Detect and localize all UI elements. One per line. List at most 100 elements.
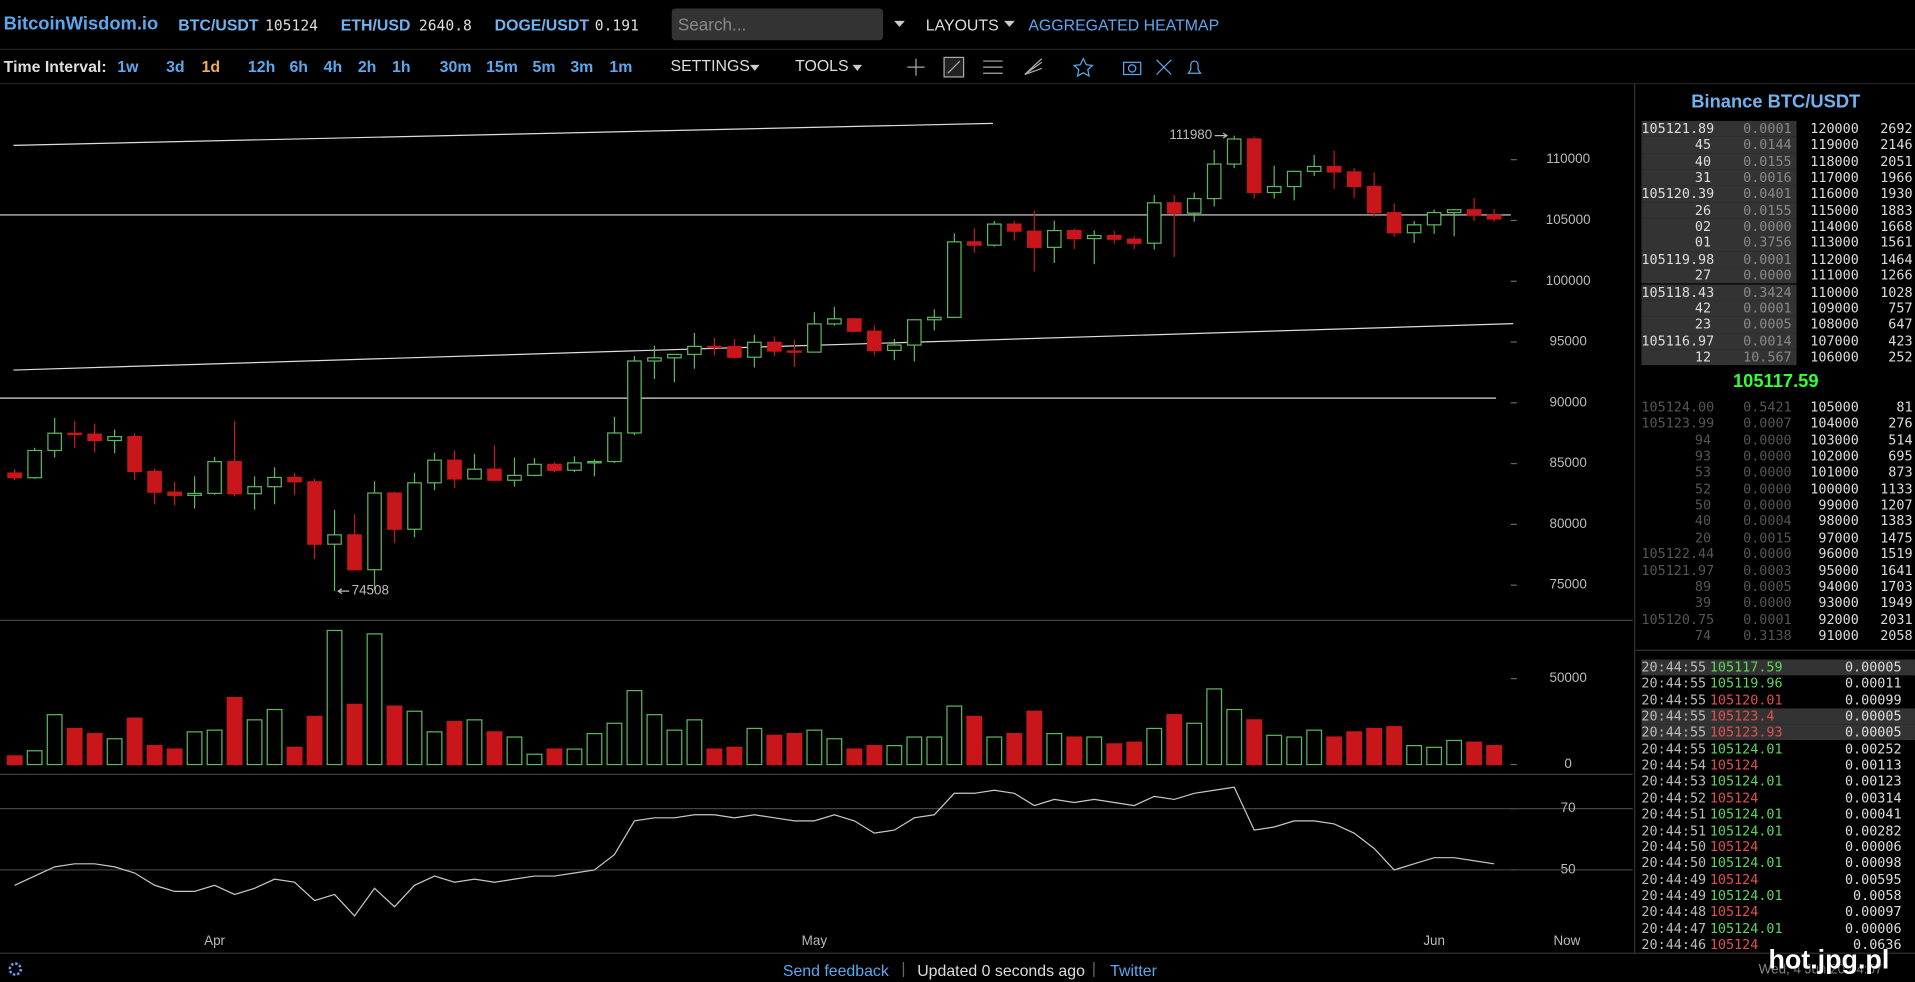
interval-button[interactable]: 3m (570, 57, 594, 76)
settings-menu[interactable]: SETTINGS (670, 56, 750, 75)
x-tick-label: Apr (204, 933, 225, 948)
interval-button[interactable]: 1d (201, 57, 221, 76)
trade-amount: 0.00595 (1844, 871, 1902, 888)
interval-button[interactable]: 15m (486, 57, 518, 76)
trade-amount: 0.00005 (1844, 708, 1902, 725)
row-bg (1641, 724, 1915, 741)
trade-price: 105124.01 (1709, 920, 1783, 937)
volume-bar (1026, 710, 1043, 766)
candle-body (67, 432, 82, 436)
book-level: 1949 (1880, 595, 1913, 611)
book-level: 92000 (1818, 611, 1859, 628)
interval-button[interactable]: 1m (609, 57, 633, 76)
candle-body (707, 345, 722, 349)
candle-body (667, 353, 682, 359)
volume-bar (1126, 741, 1143, 766)
book-price-amount: 0.0015 (1743, 529, 1792, 546)
book-level: 111000 (1810, 267, 1859, 284)
volume-bar (246, 719, 263, 766)
book-price-amount: 0.0014 (1743, 332, 1792, 349)
trade-amount: 0.00123 (1844, 773, 1902, 790)
ticker-symbol[interactable]: DOGE/USDT (494, 15, 590, 35)
trend-line (13, 323, 1514, 371)
dropdown-arrow[interactable] (893, 20, 906, 28)
y-tick-label: 50 (1561, 861, 1576, 876)
candle-body (727, 345, 742, 358)
volume-bar (566, 748, 583, 766)
dropdown-arrow[interactable] (1003, 20, 1016, 28)
ticker-symbol[interactable]: ETH/USD (340, 15, 411, 35)
volume-bar (1286, 736, 1303, 766)
book-level: 2146 (1880, 137, 1913, 154)
book-price-amount: 105122.44 (1641, 546, 1715, 562)
search-placeholder: Search... (677, 14, 747, 35)
search-box[interactable]: Search... (671, 8, 883, 41)
trade-price: 105124.01 (1709, 741, 1783, 757)
book-price-amount: 0.0155 (1743, 153, 1792, 170)
book-level: 1883 (1880, 202, 1913, 219)
book-price-amount: 0.3424 (1743, 283, 1792, 300)
settings-icon[interactable] (7, 961, 23, 977)
candle-body (1026, 230, 1042, 248)
interval-button[interactable]: 6h (289, 57, 308, 76)
book-price-amount: 105119.98 (1641, 251, 1715, 268)
book-price-amount: 93 (1694, 448, 1712, 465)
interval-button[interactable]: 3d (166, 57, 185, 76)
volume-bar (1166, 714, 1183, 766)
rsi-line (14, 786, 1495, 917)
interval-button[interactable]: 12h (247, 57, 276, 76)
book-level: 110000 (1810, 283, 1859, 300)
trade-time: 20:44:55 (1641, 741, 1707, 757)
book-price-amount: 0.0001 (1743, 300, 1792, 317)
candle-body (1206, 163, 1222, 200)
candle-body (587, 460, 602, 464)
trade-amount: 0.00098 (1844, 855, 1902, 872)
candle-body (187, 492, 202, 496)
ticker-symbol[interactable]: BTC/USDT (178, 15, 259, 35)
twitter-link[interactable]: Twitter (1110, 961, 1157, 980)
interval-button[interactable]: 5m (532, 57, 556, 76)
interval-button[interactable]: 30m (439, 57, 472, 76)
book-price-amount: 0.0005 (1743, 578, 1792, 595)
candle-body (1166, 202, 1182, 214)
interval-button[interactable]: 1h (392, 57, 411, 76)
interval-button[interactable]: 2h (357, 57, 377, 76)
book-price-amount: 0.0000 (1743, 218, 1792, 235)
book-level: 252 (1888, 349, 1913, 366)
footer: Send feedback | Updated 0 seconds ago | … (0, 944, 1915, 982)
volume-bar (1146, 727, 1163, 766)
layouts-menu[interactable]: LAYOUTS (925, 15, 999, 35)
feedback-link[interactable]: Send feedback (782, 961, 889, 980)
volume-bar (1246, 719, 1263, 766)
tool-icons[interactable] (898, 55, 1216, 79)
candle-body (87, 433, 102, 442)
heatmap-link[interactable]: AGGREGATED HEATMAP (1028, 15, 1220, 35)
trade-amount: 0.00011 (1844, 675, 1902, 692)
book-price-amount: 50 (1694, 497, 1712, 514)
volume-bar (1426, 746, 1443, 766)
interval-button[interactable]: 4h (323, 57, 343, 76)
book-level: 94000 (1818, 578, 1859, 595)
trade-price: 105123.4 (1709, 708, 1775, 725)
logo[interactable]: BitcoinWisdom.io (3, 13, 159, 35)
book-price-amount: 0.0016 (1743, 169, 1792, 186)
volume-bar (986, 736, 1003, 766)
interval-button[interactable]: 1w (117, 57, 139, 76)
candle-body (1146, 202, 1162, 244)
book-level: 113000 (1810, 235, 1859, 251)
book-price-amount: 0.3756 (1743, 235, 1792, 251)
trade-amount: 0.00314 (1844, 789, 1902, 806)
volume-bar (1326, 736, 1343, 766)
candle-body (847, 318, 862, 332)
volume-bar (426, 731, 443, 766)
tools-menu[interactable]: TOOLS (795, 56, 849, 75)
candle-body (1246, 138, 1262, 194)
book-level: 695 (1888, 448, 1913, 465)
book-level: 423 (1888, 332, 1913, 349)
volume-bar (146, 745, 163, 766)
trade-time: 20:44:54 (1641, 757, 1707, 774)
book-price-amount: 12 (1694, 349, 1712, 366)
ticker-price: 2640.8 (418, 17, 472, 35)
trade-time: 20:44:55 (1641, 724, 1707, 741)
book-price-amount: 105121.89 (1641, 120, 1715, 137)
